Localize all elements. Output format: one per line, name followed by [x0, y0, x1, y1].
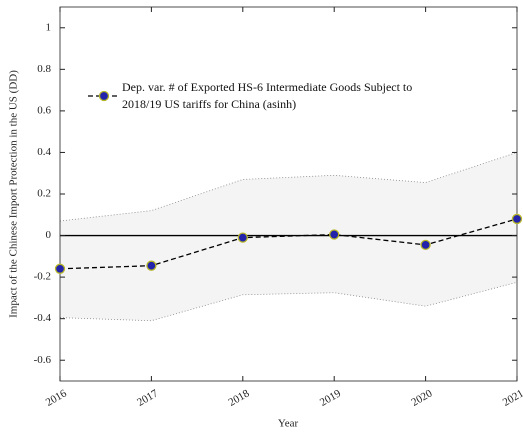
y-tick-label: 0.4: [37, 146, 51, 158]
y-tick-label: -0.6: [34, 354, 52, 366]
legend-marker: [98, 90, 110, 102]
y-tick-label: 1: [46, 21, 52, 33]
x-axis-label: Year: [278, 418, 299, 430]
y-tick-label: -0.2: [34, 271, 51, 283]
x-tick-label: 2020: [409, 387, 434, 409]
x-tick-label: 2016: [44, 387, 69, 409]
data-point: [146, 260, 157, 271]
x-tick-label: 2018: [227, 387, 252, 409]
x-tick-label: 2019: [318, 387, 343, 409]
y-tick-label: 0.8: [37, 63, 51, 75]
legend-label: Dep. var. # of Exported HS-6 Intermediat…: [122, 80, 413, 111]
series-line: [59, 218, 518, 270]
x-tick-label: 2017: [135, 387, 160, 409]
data-point: [329, 229, 340, 240]
y-tick-label: 0: [46, 229, 52, 241]
y-tick-label: 0.6: [37, 104, 51, 116]
data-point: [237, 232, 248, 243]
data-point: [420, 239, 431, 251]
data-point: [511, 213, 523, 225]
confidence-bound: [59, 152, 518, 222]
y-tick-label: -0.4: [34, 312, 52, 324]
x-tick-label: 2021: [501, 387, 523, 408]
y-tick-label: 0.2: [37, 188, 51, 200]
data-point: [54, 263, 66, 274]
y-axis-label: Impact of the Chinese Import Protection …: [8, 70, 20, 318]
